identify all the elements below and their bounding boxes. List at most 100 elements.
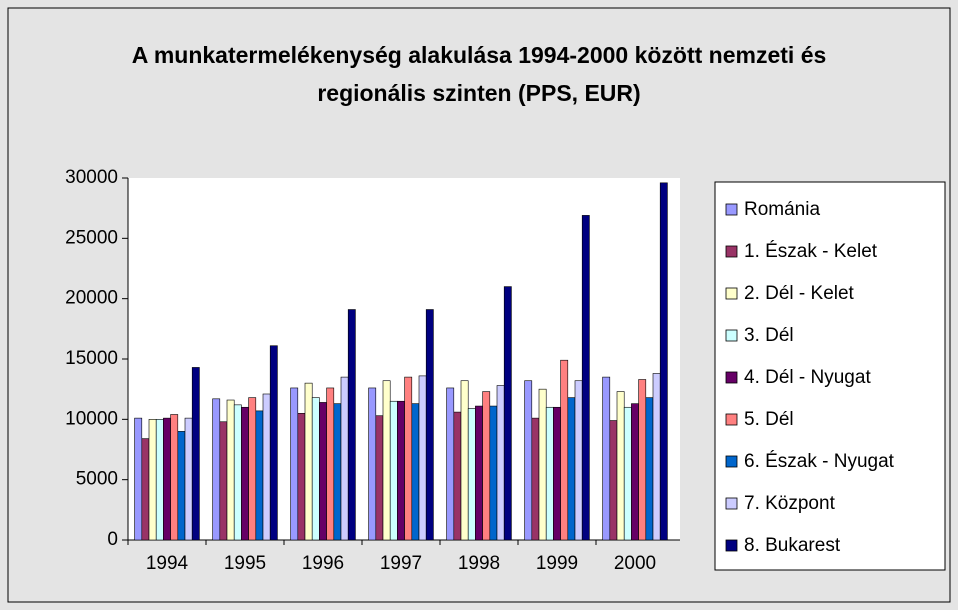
bar [460, 380, 469, 541]
legend-swatch [725, 329, 738, 342]
bar [538, 388, 547, 541]
bar [638, 379, 647, 541]
legend-swatch [725, 413, 738, 426]
bar [184, 417, 193, 541]
bar [382, 380, 391, 541]
legend-label: 3. Dél [744, 325, 794, 346]
legend-swatch [725, 455, 738, 468]
bar [170, 414, 179, 541]
bar [496, 385, 505, 541]
legend-swatch [725, 539, 738, 552]
bar [248, 397, 257, 541]
legend-label: Románia [744, 199, 820, 220]
bar [411, 403, 420, 541]
y-tick-label: 10000 [65, 408, 118, 429]
bar [446, 387, 455, 541]
bar [545, 406, 554, 541]
legend-label: 1. Észak - Kelet [744, 241, 878, 262]
legend-label: 7. Központ [744, 493, 836, 514]
bar [226, 399, 235, 541]
bar [453, 411, 462, 541]
y-tick-label: 30000 [65, 167, 118, 188]
bar [134, 417, 143, 541]
bar [177, 431, 186, 541]
bar [397, 400, 405, 541]
y-tick-label: 25000 [65, 227, 118, 248]
bar [141, 438, 150, 541]
bar [304, 382, 313, 541]
bar [659, 182, 668, 541]
bar [191, 367, 200, 541]
chart-border [7, 7, 951, 603]
bar [311, 397, 320, 541]
x-tick-label: 1999 [536, 553, 578, 574]
x-tick-label: 1995 [224, 553, 266, 574]
chart-title: A munkatermelékenység alakulása 1994-200… [131, 42, 827, 106]
bar [297, 412, 306, 541]
bar [524, 380, 533, 541]
bar [269, 345, 278, 541]
bar [241, 406, 249, 541]
bar [326, 387, 335, 541]
bar [467, 408, 476, 541]
bar [602, 376, 611, 541]
bar [404, 376, 413, 541]
y-tick-label: 0 [107, 529, 118, 550]
bar [503, 286, 512, 541]
bar [233, 404, 242, 541]
legend-swatch [725, 287, 738, 300]
bar [290, 387, 299, 541]
legend-swatch [725, 203, 738, 216]
x-tick-label: 1997 [380, 553, 422, 574]
bar [347, 309, 356, 541]
bar [219, 421, 228, 541]
x-tick-label: 1996 [302, 553, 344, 574]
bar [262, 393, 271, 541]
bar [255, 410, 264, 541]
bar [616, 391, 625, 541]
bar [368, 387, 377, 541]
bar [375, 415, 384, 541]
bar [425, 309, 434, 541]
bar [475, 405, 483, 541]
bar [567, 397, 576, 541]
y-tick-label: 5000 [76, 469, 118, 490]
bar [333, 403, 342, 541]
bar [581, 215, 590, 541]
legend-label: 4. Dél - Nyugat [744, 367, 871, 388]
x-tick-label: 1994 [146, 553, 189, 574]
y-tick-label: 20000 [65, 288, 118, 309]
bar [155, 419, 164, 541]
legend-label: 5. Dél [744, 409, 794, 430]
bar [482, 391, 491, 541]
bar [560, 359, 569, 541]
bar [631, 403, 639, 541]
bar [148, 419, 157, 541]
legend-swatch [725, 497, 738, 510]
bar [212, 398, 221, 541]
legend-swatch [725, 245, 738, 258]
bar [609, 420, 618, 541]
bar [489, 405, 498, 541]
bar [319, 402, 327, 541]
bar [531, 417, 540, 541]
x-tick-label: 1998 [458, 553, 500, 574]
bar [645, 397, 654, 541]
bar [163, 417, 171, 541]
bar [340, 376, 349, 541]
bar [418, 375, 427, 541]
bar [623, 406, 632, 541]
bar [553, 406, 561, 541]
bar [389, 400, 398, 541]
legend-swatch [725, 371, 738, 384]
legend-label: 8. Bukarest [744, 535, 841, 556]
bar [652, 373, 661, 541]
legend-box [714, 181, 946, 571]
x-tick-label: 2000 [614, 553, 656, 574]
legend-label: 6. Észak - Nyugat [744, 451, 895, 472]
legend-label: 2. Dél - Kelet [744, 283, 855, 304]
bar [574, 380, 583, 541]
y-tick-label: 15000 [65, 348, 118, 369]
